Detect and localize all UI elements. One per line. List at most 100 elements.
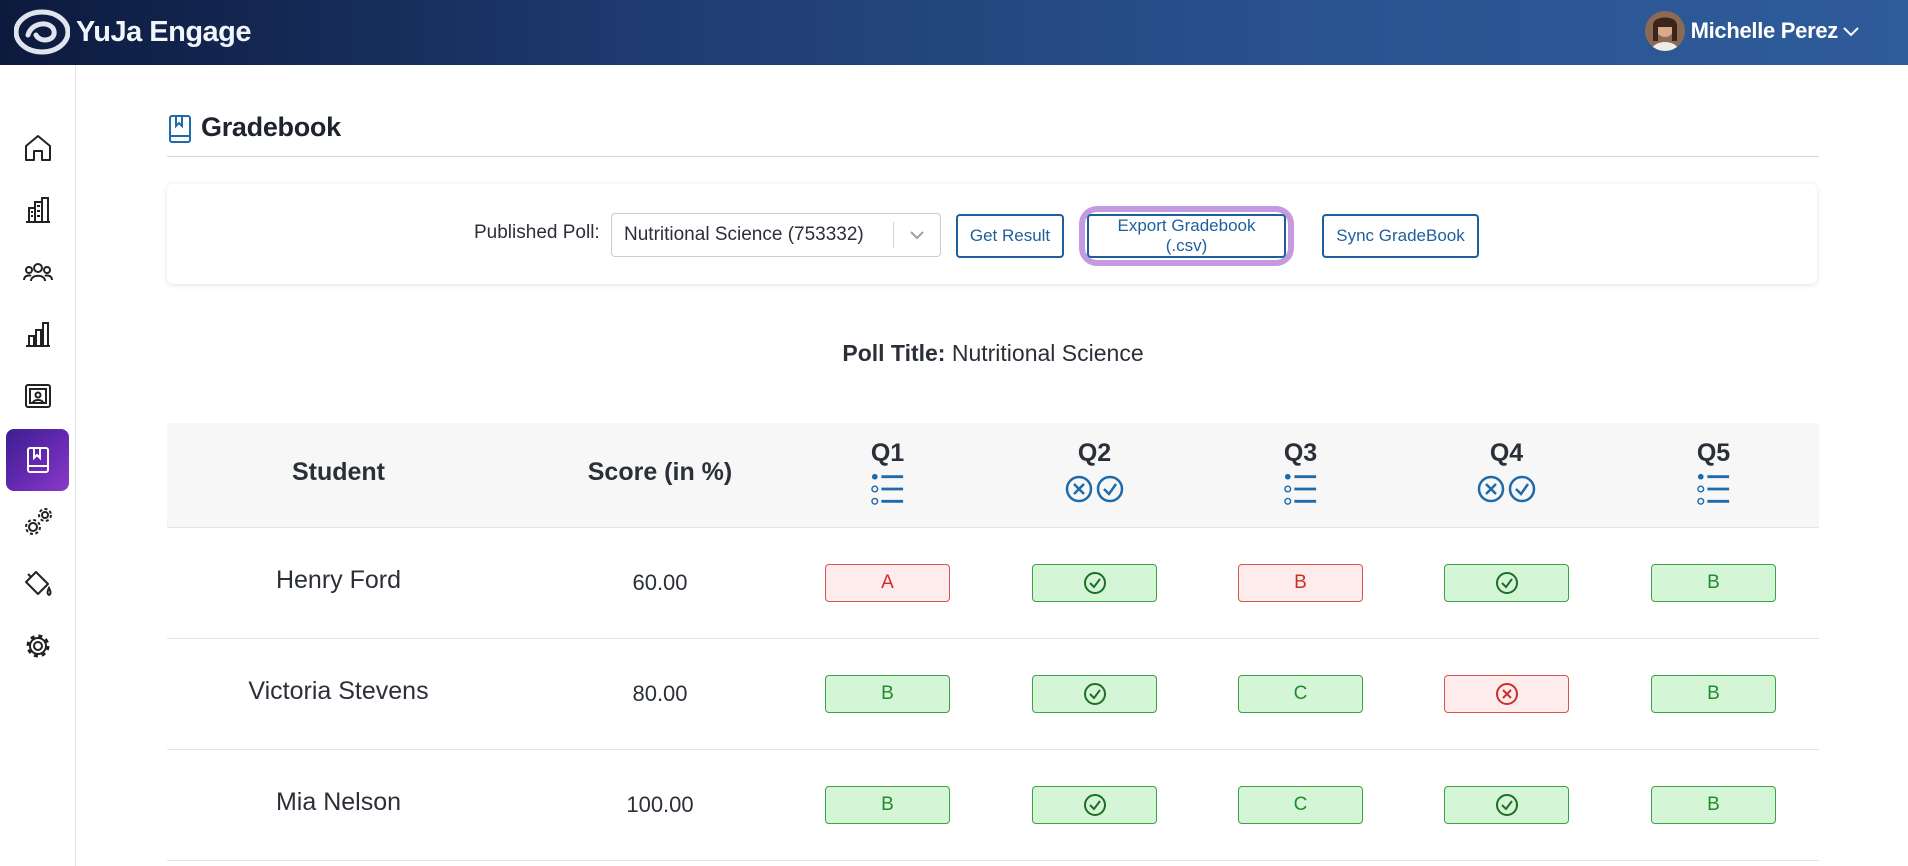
chevron-down-icon [1843,27,1859,37]
multiple-choice-icon [1238,472,1363,506]
multiple-choice-icon [1651,472,1776,506]
presentation-icon [24,384,51,408]
answer-text: B [1294,572,1307,593]
page-title: Gradebook [201,112,341,142]
user-name: Michelle Perez [1690,18,1839,43]
sidebar-item-presentation[interactable] [6,365,69,427]
paint-bucket-icon [24,571,51,597]
header-question: Q5 [1651,439,1776,506]
question-label: Q5 [1696,439,1731,467]
integrations-icon [24,508,52,535]
yuja-logo-icon [14,9,70,55]
table-row: Henry Ford 60.00 A B B [167,528,1819,639]
get-result-button[interactable]: Get Result [956,214,1064,258]
avatar [1644,11,1685,51]
answer-badge[interactable]: B [1651,675,1776,713]
settings-icon [26,634,49,658]
published-poll-label: Published Poll: [474,222,600,243]
answer-badge[interactable]: C [1238,786,1363,824]
answer-badge[interactable]: A [825,564,950,602]
answer-text: C [1293,683,1308,704]
export-gradebook-button[interactable]: Export Gradebook (.csv) [1087,214,1286,258]
check-circle-icon [1495,793,1519,817]
student-name: Victoria Stevens [248,677,429,705]
header-question: Q1 [825,439,950,506]
building-chart-icon [25,197,50,223]
check-circle-icon [1083,793,1107,817]
answer-badge[interactable]: B [825,786,950,824]
table-row: Victoria Stevens 80.00 B C B [167,639,1819,750]
brand[interactable]: YuJa Engage [14,9,252,55]
answer-text: B [1707,794,1720,815]
student-score: 60.00 [632,570,688,595]
sidebar-item-home[interactable] [6,117,69,179]
check-circle-icon [1083,682,1107,706]
answer-badge[interactable] [1444,786,1569,824]
sidebar-item-institution[interactable] [6,179,69,241]
check-circle-icon [1083,571,1107,595]
sync-gradebook-button[interactable]: Sync GradeBook [1322,214,1479,258]
header-question: Q3 [1238,439,1363,506]
page-header: Gradebook [167,112,1819,157]
sidebar-item-gradebook[interactable] [6,429,69,491]
question-label: Q3 [1283,439,1318,467]
student-name: Henry Ford [275,566,402,594]
answer-text: B [1707,572,1720,593]
home-icon [24,135,51,161]
answer-badge[interactable] [1444,564,1569,602]
header-score: Score (in %) [587,458,733,486]
header-student: Student [291,458,386,486]
poll-title-value: Nutritional Science [951,340,1144,366]
header-question: Q4 [1444,439,1569,506]
answer-badge[interactable] [1032,786,1157,824]
student-score: 100.00 [626,792,694,817]
answer-text: B [881,683,894,704]
sidebar [0,65,76,866]
sidebar-item-analytics[interactable] [6,303,69,365]
question-label: Q2 [1077,439,1112,467]
answer-badge[interactable]: B [1651,564,1776,602]
published-poll-select[interactable]: Nutritional Science (753332) [611,213,941,257]
gradebook-icon [169,115,191,143]
user-menu[interactable]: Michelle Perez [1644,11,1860,51]
multiple-choice-icon [825,472,950,506]
poll-title-label: Poll Title: [842,340,946,366]
sidebar-item-settings[interactable] [6,615,69,677]
bar-chart-icon [25,322,50,347]
poll-toolbar: Published Poll: Nutritional Science (753… [167,184,1817,284]
student-name: Mia Nelson [275,788,402,816]
true-false-icon [1444,472,1569,506]
header-question: Q2 [1032,439,1157,506]
answer-text: B [881,794,894,815]
gradebook-table: Student Score (in %) Q1 Q2 Q3 [167,423,1819,861]
answer-badge[interactable] [1032,675,1157,713]
table-header: Student Score (in %) Q1 Q2 Q3 [167,423,1819,528]
gradebook-icon [26,447,49,473]
sidebar-item-branding[interactable] [6,553,69,615]
poll-title: Poll Title: Nutritional Science [167,340,1819,367]
select-separator [893,222,894,248]
answer-text: C [1293,794,1308,815]
sidebar-item-integrations[interactable] [6,491,69,553]
question-label: Q1 [870,439,905,467]
answer-badge[interactable]: C [1238,675,1363,713]
answer-badge[interactable]: B [825,675,950,713]
brand-name: YuJa Engage [76,15,252,48]
true-false-icon [1032,472,1157,506]
chevron-down-icon [894,230,940,240]
answer-badge[interactable]: B [1651,786,1776,824]
answer-text: A [881,572,894,593]
table-row: Mia Nelson 100.00 B C B [167,750,1819,861]
sidebar-item-users[interactable] [6,241,69,303]
users-icon [22,263,53,282]
x-circle-icon [1495,682,1519,706]
answer-badge[interactable] [1032,564,1157,602]
top-bar: YuJa Engage Michelle Perez [0,0,1908,65]
student-score: 80.00 [632,681,688,706]
answer-badge[interactable] [1444,675,1569,713]
question-label: Q4 [1489,439,1524,467]
answer-badge[interactable]: B [1238,564,1363,602]
selected-poll: Nutritional Science (753332) [624,224,864,245]
export-highlight-ring [1079,206,1294,266]
answer-text: B [1707,683,1720,704]
